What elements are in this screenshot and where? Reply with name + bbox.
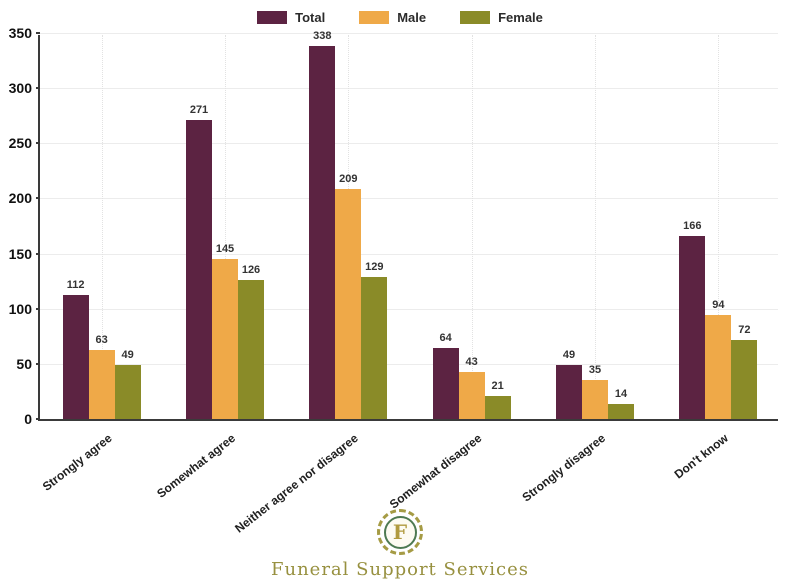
y-tick-mark-350: [36, 32, 40, 34]
x-gridline-strongly-agree: [101, 35, 103, 419]
bar-total-somewhat-agree: [186, 120, 212, 419]
legend-item-female: Female: [460, 10, 543, 25]
x-tick-label-somewhat-disagree: Somewhat disagree: [386, 431, 485, 512]
y-gridline-150: [40, 253, 778, 255]
legend-swatch-male: [359, 11, 390, 24]
value-label-male-somewhat-disagree: 43: [465, 355, 478, 368]
value-label-female-don-t-know: 72: [738, 323, 751, 336]
bar-female-strongly-agree: [114, 364, 141, 419]
emblem-inner-circle: F: [383, 515, 417, 549]
y-tick-mark-150: [36, 252, 40, 255]
value-label-female-somewhat-disagree: 21: [491, 379, 504, 392]
legend-swatch-total: [257, 11, 288, 24]
y-tick-label-200: 200: [8, 190, 32, 207]
bar-total-neither-agree-nor-disagree: [309, 46, 336, 419]
bar-male-somewhat-disagree: [458, 371, 485, 419]
bar-female-neither-agree-nor-disagree: [361, 276, 388, 419]
bar-total-somewhat-disagree: [432, 348, 459, 419]
x-tick-label-somewhat-agree: Somewhat agree: [153, 431, 238, 501]
y-gridline-300: [40, 88, 778, 90]
x-gridline-don-t-know: [718, 35, 720, 419]
y-tick-label-250: 250: [8, 135, 32, 152]
bar-total-don-t-know: [679, 235, 706, 419]
y-gridline-100: [40, 308, 778, 310]
x-gridline-somewhat-agree: [225, 35, 226, 419]
y-tick-mark-50: [36, 362, 40, 365]
bar-female-somewhat-agree: [238, 280, 264, 419]
value-label-total-neither-agree-nor-disagree: 338: [313, 30, 332, 43]
y-gridline-50: [40, 363, 778, 365]
value-label-male-somewhat-agree: 145: [215, 243, 235, 256]
bar-male-neither-agree-nor-disagree: [335, 188, 362, 419]
bar-male-somewhat-agree: [212, 259, 238, 419]
bar-total-strongly-disagree: [556, 364, 582, 419]
legend-label-male: Male: [397, 10, 427, 25]
value-label-female-neither-agree-nor-disagree: 129: [365, 260, 384, 273]
legend-swatch-female: [460, 11, 491, 24]
value-label-male-neither-agree-nor-disagree: 209: [339, 172, 358, 185]
y-gridline-250: [40, 143, 778, 145]
value-label-female-strongly-disagree: 14: [614, 387, 628, 400]
value-label-total-don-t-know: 166: [683, 219, 702, 232]
bar-total-strongly-agree: [62, 295, 89, 419]
bar-female-somewhat-disagree: [484, 395, 511, 419]
y-tick-label-100: 100: [8, 300, 32, 317]
value-label-male-strongly-agree: 63: [95, 333, 108, 346]
legend-label-female: Female: [498, 10, 543, 25]
x-gridline-somewhat-disagree: [471, 35, 473, 419]
y-tick-mark-100: [36, 307, 40, 310]
y-gridline-200: [40, 198, 778, 200]
x-tick-label-don-t-know: Don't know: [671, 431, 731, 482]
bar-male-don-t-know: [705, 315, 732, 419]
y-tick-label-150: 150: [8, 245, 32, 262]
y-tick-mark-300: [36, 87, 40, 90]
brand-name: Funeral Support Services: [271, 559, 529, 580]
legend-label-total: Total: [295, 10, 326, 25]
y-tick-label-300: 300: [8, 80, 32, 97]
legend-item-male: Male: [359, 10, 426, 25]
bar-male-strongly-disagree: [582, 380, 608, 419]
value-label-total-strongly-agree: 112: [66, 279, 85, 292]
value-label-female-strongly-agree: 49: [121, 348, 134, 361]
y-tick-mark-0: [36, 418, 40, 420]
laurel-wreath-emblem-icon: F: [377, 509, 423, 555]
value-label-total-somewhat-agree: 271: [189, 104, 209, 117]
value-label-total-somewhat-disagree: 64: [439, 332, 452, 345]
chart-legend: Total Male Female: [0, 10, 800, 25]
bar-female-don-t-know: [731, 339, 758, 419]
x-tick-label-strongly-agree: Strongly agree: [39, 431, 115, 494]
y-tick-mark-200: [36, 197, 40, 200]
y-tick-label-350: 350: [8, 25, 32, 41]
emblem-letter: F: [392, 520, 408, 544]
value-label-male-don-t-know: 94: [712, 299, 725, 312]
y-tick-mark-250: [36, 142, 40, 145]
x-gridline-strongly-disagree: [595, 35, 596, 419]
footer-logo: F Funeral Support Services: [0, 509, 800, 580]
bar-female-strongly-disagree: [608, 403, 634, 419]
x-tick-label-strongly-disagree: Strongly disagree: [519, 431, 608, 505]
legend-item-total: Total: [257, 10, 325, 25]
y-gridline-350: [40, 33, 778, 34]
y-tick-label-0: 0: [24, 411, 32, 427]
value-label-male-strongly-disagree: 35: [588, 364, 602, 377]
y-tick-label-50: 50: [16, 355, 32, 372]
plot-area: 0 50 100 150 200 250 300 350 112 63 49 Strongly agr…: [9, 25, 778, 536]
value-label-total-strongly-disagree: 49: [562, 348, 576, 361]
value-label-female-somewhat-agree: 126: [241, 264, 261, 277]
bar-male-strongly-agree: [88, 349, 115, 419]
